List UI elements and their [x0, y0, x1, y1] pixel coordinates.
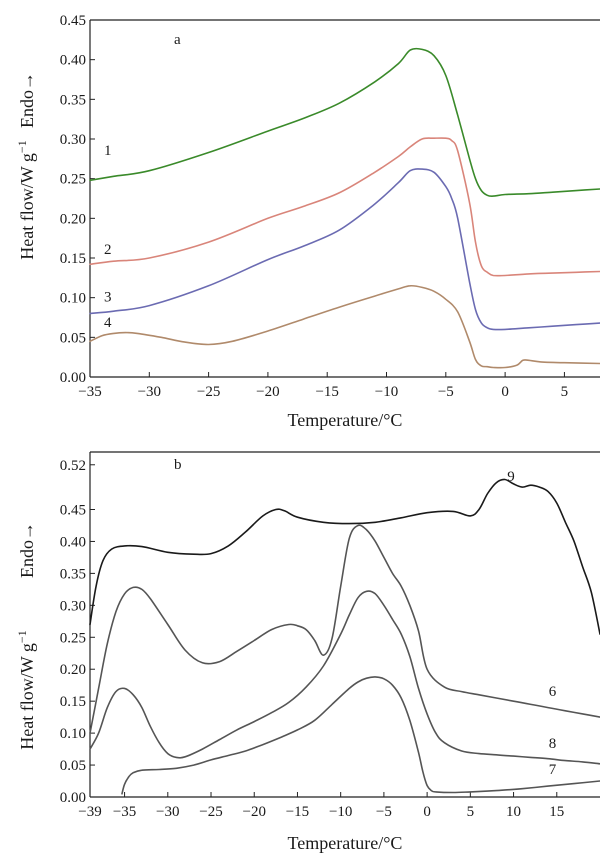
panel-b-x-tick-label: 10: [506, 804, 521, 820]
panel-b-y-tick-label: 0.10: [60, 726, 86, 742]
panel-a-curve-2: [89, 137, 600, 277]
panel-a-axes-frame: [90, 20, 600, 377]
panel-b-curve-label-6: 6: [549, 684, 557, 700]
panel-b-y-tick-label: 0.00: [60, 790, 86, 806]
panel-a-y-ticks: 0.00 0.05 0.10 0.15 0.20 0.25 0.30 0.35 0.40 0.45: [60, 13, 95, 386]
panel-b-x-tick-label: 5: [467, 804, 475, 820]
panel-b-y-tick-label: 0.20: [60, 662, 86, 678]
panel-a-y-tick-label: 0.35: [60, 92, 86, 108]
panel-a-curve-labels: 1 2 3 4: [104, 143, 112, 331]
panel-b-x-tick-label: −39: [78, 804, 101, 820]
panel-b-curve-7: [121, 676, 600, 795]
panel-a-x-tick-label: −10: [375, 384, 398, 400]
panel-a-y-tick-label: 0.15: [60, 251, 86, 267]
panel-b-x-ticks: −39 −35 −30 −25 −20 −15 −10 −5 0 5 10 15: [78, 792, 564, 820]
panel-b-curve-9: [89, 478, 600, 635]
panel-a-x-tick-label: 5: [561, 384, 569, 400]
panel-b-x-tick-label: −30: [156, 804, 179, 820]
panel-b-x-tick-label: −20: [243, 804, 266, 820]
panel-b-y-tick-label: 0.45: [60, 503, 86, 519]
panel-b-x-tick-label: −10: [329, 804, 352, 820]
panel-a-curve-label-1: 1: [104, 143, 112, 159]
panel-b-y-tick-label: 0.25: [60, 630, 86, 646]
panel-b-y-tick-label: 0.30: [60, 598, 86, 614]
panel-a-y-axis-title: Heat flow/W g−1: [15, 140, 37, 259]
panel-a-series: [89, 47, 600, 369]
panel-b-y-axis-title: Heat flow/W g−1: [15, 630, 37, 749]
panel-a-x-tick-label: −15: [315, 384, 338, 400]
panel-a-x-tick-label: −20: [256, 384, 279, 400]
panel-b-y-tick-label: 0.40: [60, 534, 86, 550]
panel-b-y-tick-label: 0.52: [60, 458, 86, 474]
panel-b-x-tick-label: −35: [113, 804, 136, 820]
panel-b-curve-labels: 9 6 8 7: [507, 469, 556, 778]
panel-b-y-tick-label: 0.35: [60, 566, 86, 582]
panel-b-curve-8: [89, 590, 600, 765]
panel-b-x-tick-label: −15: [286, 804, 309, 820]
panel-a-curve-4: [89, 284, 600, 369]
panel-a-y-tick-label: 0.30: [60, 132, 86, 148]
panel-a-y-tick-label: 0.25: [60, 172, 86, 188]
svg-text:Heat flow/W g−1: Heat flow/W g−1: [15, 140, 37, 259]
panel-a-x-tick-label: 0: [501, 384, 509, 400]
panel-a-x-ticks: −35 −30 −25 −20 −15 −10 −5 0 5: [78, 372, 568, 400]
panel-a-x-tick-label: −35: [78, 384, 101, 400]
panel-a-curve-label-2: 2: [104, 242, 112, 258]
panel-a-y-tick-label: 0.10: [60, 291, 86, 307]
panel-b-y-tick-label: 0.05: [60, 758, 86, 774]
panel-a-curve-3: [89, 168, 600, 331]
panel-b-endo-title: Endo→: [17, 522, 37, 578]
panel-a-y-tick-label: 0.45: [60, 13, 86, 29]
panel-b-y-axis-label-exponent: −1: [15, 630, 29, 643]
panel-a-y-tick-label: 0.40: [60, 53, 86, 69]
panel-a-curve-label-3: 3: [104, 290, 112, 306]
panel-b-x-tick-label: 0: [423, 804, 431, 820]
panel-a-curve-label-4: 4: [104, 315, 112, 331]
panel-a-x-tick-label: −30: [138, 384, 161, 400]
panel-b-x-tick-label: 15: [549, 804, 564, 820]
panel-b-series: [89, 478, 600, 795]
panel-a-y-tick-label: 0.20: [60, 211, 86, 227]
panel-b-y-ticks: 0.00 0.05 0.10 0.15 0.20 0.25 0.30 0.35 0.40 0.45…: [60, 458, 95, 806]
panel-a-x-tick-label: −5: [438, 384, 454, 400]
panel-a-x-axis-label: Temperature/°C: [288, 410, 403, 430]
panel-a: 0.00 0.05 0.10 0.15 0.20 0.25 0.30 0.35 0.40 0.45…: [15, 13, 600, 430]
panel-b-y-axis-label: Heat flow/W g: [17, 643, 37, 750]
panel-b-endo-label: Endo→: [17, 522, 37, 578]
panel-b-letter: b: [174, 457, 182, 473]
svg-text:Heat flow/W g−1: Heat flow/W g−1: [15, 630, 37, 749]
panel-a-endo-label: Endo→: [17, 72, 37, 128]
panel-b-curve-label-9: 9: [507, 469, 515, 485]
panel-a-y-tick-label: 0.05: [60, 330, 86, 346]
panel-b-y-tick-label: 0.15: [60, 694, 86, 710]
panel-a-y-axis-label: Heat flow/W g: [17, 153, 37, 260]
panel-a-curve-1: [89, 47, 600, 197]
panel-b: 0.00 0.05 0.10 0.15 0.20 0.25 0.30 0.35 0.40 0.45…: [15, 451, 600, 853]
panel-a-y-axis-label-exponent: −1: [15, 140, 29, 153]
panel-b-curve-label-8: 8: [549, 736, 557, 752]
panel-a-x-tick-label: −25: [197, 384, 220, 400]
panel-b-curve-6: [89, 524, 600, 734]
panel-a-endo-title: Endo→: [17, 72, 37, 128]
panel-b-x-tick-label: −5: [376, 804, 392, 820]
panel-a-letter: a: [174, 32, 181, 48]
panel-b-x-tick-label: −25: [199, 804, 222, 820]
panel-b-curve-label-7: 7: [549, 762, 557, 778]
panel-a-y-tick-label: 0.00: [60, 370, 86, 386]
panel-b-x-axis-label: Temperature/°C: [288, 833, 403, 853]
